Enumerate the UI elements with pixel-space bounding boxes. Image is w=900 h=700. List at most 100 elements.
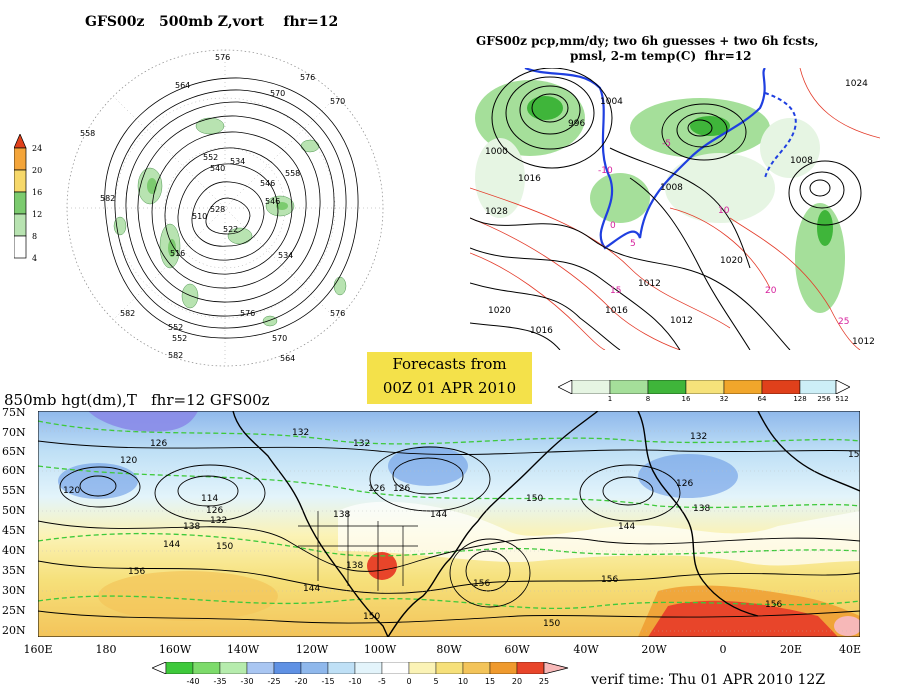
lon-label: 40E (838, 643, 862, 656)
z500-label: 534 (230, 157, 245, 166)
temp-tick: -40 (186, 677, 200, 686)
hgt-label: 114 (201, 494, 218, 504)
hgt-label: 144 (163, 540, 180, 550)
precip-tick: 16 (681, 395, 691, 403)
z500-label: 576 (330, 309, 345, 318)
temp2m-label: 25 (838, 317, 849, 327)
temp2m-label: 10 (718, 206, 730, 216)
z500-label: 576 (300, 73, 315, 82)
temp-tick: -5 (378, 677, 386, 686)
vorticity-colorbar (14, 134, 27, 259)
lon-label: 120W (295, 643, 329, 656)
map-850mb: 126 120 120 114 126 132 138 144 150 156 … (38, 411, 860, 637)
vort-tick-12: 12 (32, 210, 43, 219)
z500-label: 570 (272, 334, 287, 343)
pmsl-label: 996 (568, 119, 585, 129)
hgt-label: 138 (693, 504, 710, 514)
z500-label: 546 (260, 179, 275, 188)
hgt-label: 138 (333, 510, 350, 520)
z500-label: 558 (80, 129, 95, 138)
hgt-label: 126 (368, 484, 385, 494)
temp-tick: 10 (457, 677, 469, 686)
map-pcp-pmsl: 1024 1020 1028 1016 1000 996 1004 1008 1… (470, 68, 880, 350)
temp2m-label: -10 (598, 166, 613, 176)
vort-tick-20: 20 (32, 166, 43, 175)
lon-label: 180 (95, 643, 117, 656)
temp-tick: -15 (321, 677, 335, 686)
temperature-colorbar (152, 662, 569, 674)
hgt-label: 156 (601, 575, 618, 585)
pmsl-label: 1016 (530, 326, 553, 336)
temp-tick: 15 (484, 677, 496, 686)
precip-tick: 32 (719, 395, 729, 403)
hgt-label: 126 (393, 484, 410, 494)
hgt-label: 144 (303, 584, 320, 594)
hgt-label: 144 (618, 522, 635, 532)
pmsl-label: 1008 (660, 183, 683, 193)
pmsl-label: 1012 (852, 337, 875, 347)
pmsl-label: 1028 (485, 207, 508, 217)
vort-tick-8: 8 (32, 232, 38, 241)
temp2m-label: -5 (662, 139, 671, 149)
z500-label: 552 (203, 153, 218, 162)
lat-label: 65N (2, 445, 26, 458)
z500-label: 516 (170, 249, 185, 258)
forecast-banner: Forecasts from 00Z 01 APR 2010 (367, 352, 532, 404)
lon-label: 160W (158, 643, 192, 656)
lat-label: 35N (2, 564, 26, 577)
pmsl-label: 1012 (670, 316, 693, 326)
vort-tick-16: 16 (32, 188, 43, 197)
precip-tick: 256 (817, 395, 831, 403)
z500-label: 564 (175, 81, 190, 90)
lon-label: 60W (504, 643, 530, 656)
lat-label: 60N (2, 464, 26, 477)
hgt-label: 150 (848, 450, 860, 460)
pmsl-label: 1004 (600, 97, 623, 107)
forecast-banner-line1: Forecasts from (392, 355, 507, 373)
hgt-label: 132 (292, 428, 309, 438)
z500-label: 570 (330, 97, 345, 106)
z500-label: 582 (100, 194, 115, 203)
hgt-label: 120 (120, 456, 137, 466)
z500-label: 528 (210, 205, 225, 214)
lat-label: 25N (2, 604, 26, 617)
hgt-label: 156 (473, 579, 490, 589)
z500-label: 576 (215, 53, 230, 62)
vort-tick-4: 4 (32, 254, 38, 263)
pmsl-label: 1020 (488, 306, 511, 316)
vort-tick-24: 24 (32, 144, 43, 153)
precip-colorbar (558, 380, 850, 394)
lat-label: 20N (2, 624, 26, 637)
z500-label: 546 (265, 197, 280, 206)
panel-500mb-title: GFS00z 500mb Z,vort fhr=12 (85, 14, 339, 30)
forecast-banner-line2: 00Z 01 APR 2010 (382, 379, 517, 397)
z500-label: 570 (270, 89, 285, 98)
temp2m-label: 0 (610, 221, 616, 231)
z500-label: 558 (285, 169, 300, 178)
lat-label: 70N (2, 426, 26, 439)
lat-label: 40N (2, 544, 26, 557)
panel-850mb-title: 850mb hgt(dm),T fhr=12 GFS00z (4, 391, 270, 409)
panel-pcp-title-line2: pmsl, 2-m temp(C) fhr=12 (570, 49, 752, 63)
precip-tick: 8 (645, 395, 651, 403)
z500-label: 522 (223, 225, 238, 234)
z500-label: 564 (280, 354, 295, 363)
z500-label: 582 (120, 309, 135, 318)
pmsl-label: 1024 (845, 79, 868, 89)
hgt-label: 132 (353, 439, 370, 449)
temp-tick: 5 (433, 677, 439, 686)
map-500mb-polar: 576 570 564 558 552 546 540 534 528 522 … (66, 49, 384, 367)
pmsl-label: 1016 (605, 306, 628, 316)
hgt-label: 144 (430, 510, 447, 520)
hgt-label: 120 (63, 486, 80, 496)
hgt-label: 126 (676, 479, 693, 489)
lon-label: 20W (641, 643, 667, 656)
lat-label: 45N (2, 524, 26, 537)
lat-label: 55N (2, 484, 26, 497)
pmsl-label: 1020 (720, 256, 743, 266)
z500-label: 552 (172, 334, 187, 343)
hgt-label: 150 (216, 542, 233, 552)
precip-tick: 64 (757, 395, 767, 403)
panel-pcp-title-line1: GFS00z pcp,mm/dy; two 6h guesses + two 6… (476, 34, 819, 48)
z500-label: 576 (240, 309, 255, 318)
